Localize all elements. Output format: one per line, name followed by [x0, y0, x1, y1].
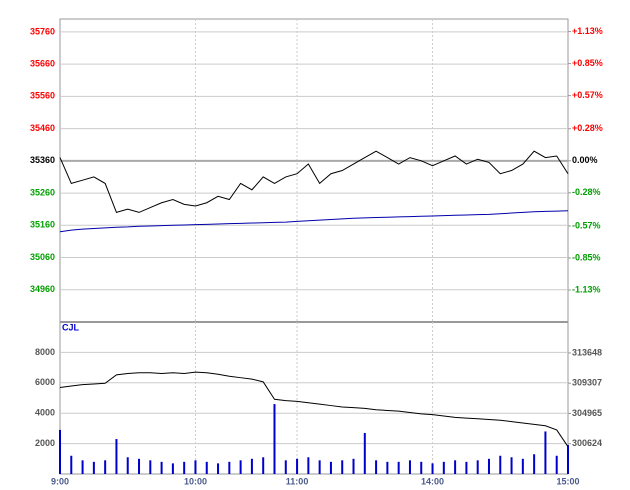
- volume-bar: [397, 461, 400, 474]
- volume-bar: [217, 463, 220, 474]
- volume-bar: [138, 458, 141, 474]
- volume-bar: [273, 404, 276, 474]
- y-tick-label: 2000: [35, 438, 55, 448]
- volume-bar: [171, 463, 174, 474]
- volume-bar: [499, 455, 502, 474]
- volume-bar: [160, 461, 163, 474]
- y2-tick-label: +0.57%: [572, 90, 603, 100]
- x-tick-label: 11:00: [286, 476, 309, 486]
- volume-bar: [149, 460, 152, 474]
- y2-tick-label: -0.85%: [572, 252, 601, 262]
- y-tick-label: 35260: [30, 187, 55, 197]
- volume-bar: [386, 461, 389, 474]
- y2-tick-label: -0.28%: [572, 187, 601, 197]
- volume-bar: [375, 460, 378, 474]
- volume-bar: [510, 457, 513, 474]
- y-tick-label: 6000: [35, 377, 55, 387]
- volume-bar: [521, 458, 524, 474]
- volume-bar: [408, 460, 411, 474]
- volume-bar: [81, 460, 84, 474]
- y2-tick-label: +0.85%: [572, 58, 603, 68]
- y2-tick-label: +0.28%: [572, 123, 603, 133]
- volume-bar: [442, 461, 445, 474]
- volume-bar: [59, 429, 61, 474]
- series-line: [59, 210, 569, 233]
- volume-bar: [487, 458, 490, 474]
- y-tick-label: 35460: [30, 123, 55, 133]
- x-tick-label: 15:00: [556, 476, 579, 486]
- y-tick-label: 35060: [30, 252, 55, 262]
- y-tick-label: 8000: [35, 347, 55, 357]
- volume-bar: [555, 455, 558, 474]
- volume-bar: [284, 460, 287, 474]
- volume-bar: [126, 457, 129, 474]
- volume-bar: [420, 461, 423, 474]
- series-line: [59, 150, 569, 214]
- volume-bar: [183, 461, 186, 474]
- volume-bar: [296, 458, 299, 474]
- volume-bar: [228, 461, 231, 474]
- volume-bar: [465, 461, 468, 474]
- volume-bar: [239, 460, 242, 474]
- y2-tick-label: 313648: [572, 347, 602, 357]
- y-tick-label: 35560: [30, 91, 55, 101]
- y2-tick-label: 0.00%: [572, 155, 598, 165]
- volume-bar: [250, 458, 253, 474]
- series-line: [59, 371, 569, 447]
- volume-bar: [194, 460, 197, 474]
- y-tick-label: 35660: [30, 59, 55, 69]
- volume-bar: [104, 460, 107, 474]
- y2-tick-label: 300624: [572, 438, 602, 448]
- y-tick-label: 35160: [30, 220, 55, 230]
- y-tick-label: 35360: [30, 155, 55, 165]
- volume-bar: [544, 431, 547, 474]
- volume-bar: [318, 460, 321, 474]
- volume-bar: [115, 439, 118, 474]
- volume-bar: [476, 460, 479, 474]
- x-tick-label: 10:00: [184, 476, 207, 486]
- volume-bar: [454, 460, 457, 474]
- volume-bar: [307, 457, 310, 474]
- volume-title: CJL: [62, 322, 80, 332]
- y2-tick-label: +1.13%: [572, 26, 603, 36]
- volume-bar: [363, 432, 366, 474]
- y2-tick-label: 304965: [572, 408, 602, 418]
- volume-bar: [567, 445, 569, 474]
- y2-tick-label: -0.57%: [572, 220, 601, 230]
- volume-bar: [262, 457, 265, 474]
- volume-bar: [70, 455, 73, 474]
- plot-frame: [59, 18, 569, 475]
- y-tick-label: 34960: [30, 284, 55, 294]
- volume-bar: [341, 460, 344, 474]
- volume-bar: [431, 463, 434, 474]
- volume-bar: [205, 461, 208, 474]
- y2-tick-label: -1.13%: [572, 284, 601, 294]
- volume-bar: [533, 454, 536, 474]
- y-tick-label: 4000: [35, 408, 55, 418]
- y-tick-label: 35760: [30, 26, 55, 36]
- volume-bar: [329, 461, 332, 474]
- x-tick-label: 14:00: [421, 476, 444, 486]
- volume-bar: [92, 461, 95, 474]
- y2-tick-label: 309307: [572, 378, 602, 388]
- x-tick-label: 9:00: [51, 476, 69, 486]
- volume-bar: [352, 458, 355, 474]
